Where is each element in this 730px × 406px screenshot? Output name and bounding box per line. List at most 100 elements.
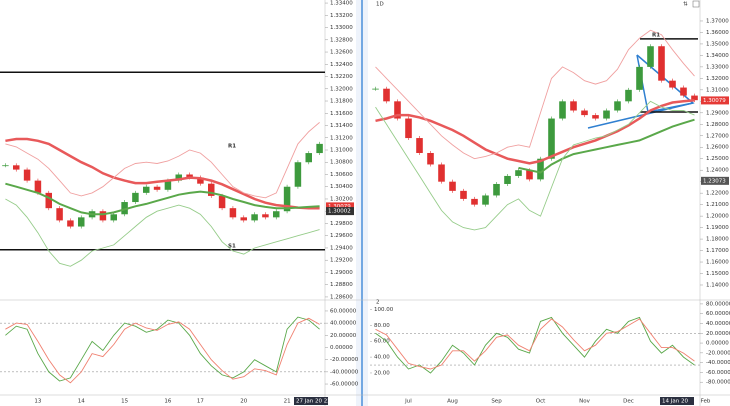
candle [581,110,588,116]
candle [262,214,269,218]
y-tick-label: 1.18000 [706,237,729,243]
y-tick-label: 1.34000 [706,53,729,59]
y-tick-label: 1.32600 [330,50,353,56]
y-tick-label: -40.00000 [706,360,730,366]
candle [67,220,74,227]
y-tick-label: 1.30800 [330,160,353,166]
y-tick-label: 1.14000 [706,282,729,288]
series-line [375,100,695,231]
y-tick-label: 1.37000 [706,18,729,24]
y-tick-label: 1.32000 [330,86,353,92]
candle [229,208,237,218]
y-tick-label: 1.17000 [706,248,729,254]
x-tick-label: 15 [121,399,128,405]
candle [305,153,312,163]
candle [482,195,489,205]
y-tick-label: -20.00000 [706,350,730,356]
candle [537,158,544,180]
candle [99,211,107,221]
y-tick-label: 1.33400 [330,1,353,7]
x-tick-label: 14 [78,399,85,405]
y-tick-label: 1.24000 [706,168,729,174]
y-tick-label: 60.00000 [706,311,730,317]
annotation: R1 [228,144,236,150]
y-tick-label: 1.30400 [330,184,353,190]
x-tick-label: 21 [284,399,291,405]
x-tick-label: Dec [623,399,634,405]
y-tick-label: 40.00000 [706,321,730,327]
candle [394,101,401,119]
y-tick-label: 1.15000 [706,271,729,277]
y-tick-label: 100.00 [374,307,394,313]
candle [34,180,42,193]
candle [153,186,161,190]
y-tick-label: 1.29800 [330,221,353,227]
candle [471,198,478,205]
candle [208,183,215,196]
y-tick-label: 1.31400 [330,123,353,129]
candle [175,174,182,181]
x-tick-label: 20 [240,399,247,405]
candle [680,87,687,96]
candle [273,211,280,218]
icon-arrow[interactable]: ⇅ [683,1,688,8]
y-tick-label: 1.29400 [330,245,353,251]
candle [504,175,511,184]
y-tick-label: 1.31000 [330,148,353,154]
annotation: S1 [228,243,236,249]
candle [592,115,599,119]
candle [603,110,610,119]
candle [405,118,412,139]
candle [78,217,85,227]
candle [218,195,226,209]
y-tick-label: 1.28000 [706,122,729,128]
y-tick-label: 1.25000 [706,156,729,162]
x-tick-label: 16 [164,399,171,405]
y-tick-label: 1.28600 [330,294,353,300]
y-tick-label: -60.00000 [330,382,359,388]
y-tick-label: 1.35000 [706,41,729,47]
y-tick-label: -80.00000 [706,380,730,386]
y-tick-label: 80.00000 [706,301,730,307]
candle [2,165,9,167]
series-line [375,29,695,160]
candle [427,152,434,165]
price-label: 1.30002 [328,209,351,215]
candle [559,101,566,119]
candle [164,180,172,190]
price-label-box [701,96,729,105]
series-line [5,198,320,267]
y-tick-label: -60.00000 [706,370,730,376]
y-tick-label: 80.00 [374,323,390,329]
pane-header: 1D [376,2,384,8]
series-line [5,122,320,199]
x-tick-label: Sep [491,399,502,405]
y-tick-label: 1.31000 [706,87,729,93]
y-tick-label: 0.00000 [706,341,729,347]
y-tick-label: 1.30200 [330,196,353,202]
date-label-box [660,397,694,405]
x-tick-label: Nov [579,399,590,405]
candle [13,165,20,170]
y-tick-label: 1.33000 [706,64,729,70]
annotation: R1 [652,32,660,38]
y-tick-label: 1.31600 [330,111,353,117]
y-tick-label: 20.00000 [706,331,730,337]
y-tick-label: 1.32400 [330,62,353,68]
price-label-box [326,207,354,216]
y-tick-label: 1.32000 [706,76,729,82]
y-tick-label: 1.19000 [706,225,729,231]
series-line [518,118,695,174]
candle [647,46,654,67]
series-line [375,98,695,165]
icon-maximize[interactable] [692,0,700,8]
y-tick-label: 1.28800 [330,282,353,288]
y-tick-label: 1.16000 [706,260,729,266]
y-tick-label: 1.21000 [706,202,729,208]
y-tick-label: 1.36000 [706,30,729,36]
candle [251,214,258,221]
y-tick-label: 40.00000 [330,321,357,327]
y-tick-label: 1.33000 [330,25,353,31]
y-tick-label: -40.00000 [330,369,359,375]
y-tick-label: 1.27000 [706,133,729,139]
